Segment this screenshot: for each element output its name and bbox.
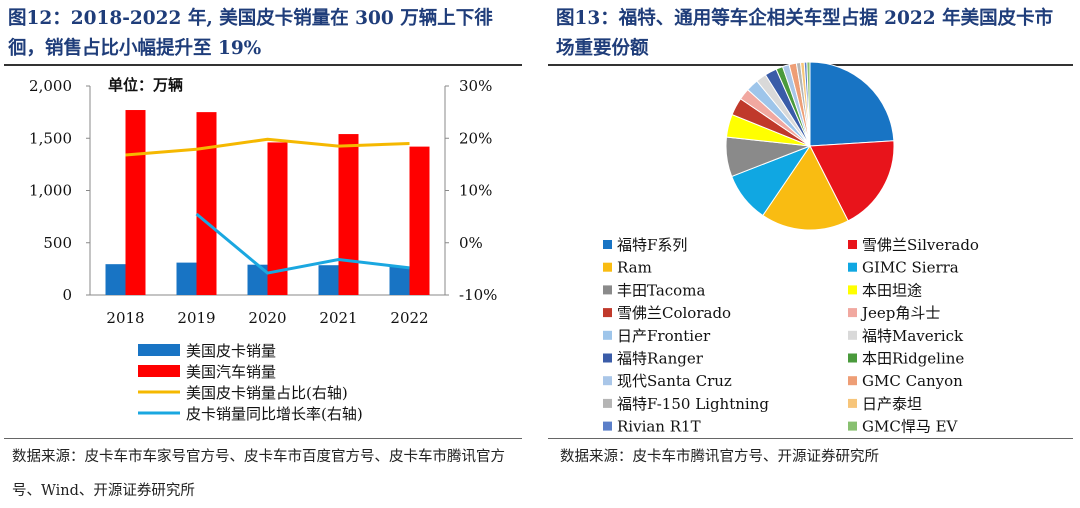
pie-legend-swatch — [848, 398, 857, 408]
figure-12-source: 数据来源：皮卡车市车家号官方号、皮卡车市百度官方号、皮卡车市腾讯官方号、Wind… — [12, 449, 505, 499]
pie-legend-label: 日产Frontier — [617, 327, 711, 345]
bar-auto-sales — [338, 134, 359, 295]
left-y-tick-label: 1,000 — [29, 182, 72, 200]
bar-auto-sales — [409, 146, 430, 295]
legend-swatch — [138, 365, 180, 377]
x-tick-label: 2020 — [248, 309, 286, 327]
legend-label: 皮卡销量同比增长率(右轴) — [186, 405, 363, 423]
pie-legend-swatch — [848, 308, 857, 318]
right-y-tick-label: 30% — [459, 77, 492, 95]
figure-13-bottom-rule — [548, 438, 1073, 439]
pickup-sales-combo-chart: 0 500 1,000 1,500 2,000 -10% 0% 10% 20% 30% 2018 20… — [29, 76, 497, 423]
bar-auto-sales — [196, 112, 217, 295]
pie-legend-label: 日产泰坦 — [862, 395, 922, 413]
legend-swatch — [138, 344, 180, 356]
right-y-tick-label: -10% — [459, 286, 497, 304]
pie-legend-label: 雪佛兰Silverado — [862, 236, 979, 254]
line-pickup-yoy — [195, 212, 410, 275]
bar-pickup-sales — [176, 262, 197, 295]
pie-legend-label: 福特Maverick — [862, 327, 964, 345]
legend-label: 美国皮卡销量 — [186, 342, 276, 360]
pickup-share-pie-chart: 福特F系列 雪佛兰Silverado Ram GIMC Sierra 丰田Tacoma 本… — [603, 61, 979, 436]
pie-legend-swatch — [848, 353, 857, 363]
x-tick-label: 2021 — [319, 309, 357, 327]
pie-legend-swatch — [848, 240, 857, 249]
line-pickup-share — [125, 137, 410, 157]
legend-label: 美国皮卡销量占比(右轴) — [186, 384, 348, 402]
figure-13-title: 图13：福特、通用等车企相关车型占据 2022 年美国皮卡市场重要份额 — [556, 8, 1054, 59]
left-y-tick-label: 500 — [43, 234, 72, 252]
bar-pickup-sales — [389, 266, 410, 295]
pie-slice — [809, 140, 895, 222]
pie-legend-swatch — [848, 262, 857, 272]
pie-legend-swatch — [603, 353, 612, 363]
pie-legend-swatch — [603, 330, 612, 340]
pie-legend-label: GMC Canyon — [862, 372, 963, 390]
figure-12-bottom-rule — [4, 438, 522, 439]
pie-legend-swatch — [603, 421, 612, 431]
pie-legend-label: 本田坦途 — [862, 281, 922, 299]
bar-auto-sales — [125, 110, 146, 295]
bar-pickup-sales — [318, 265, 339, 295]
bar-auto-sales — [267, 142, 288, 295]
pie-slice — [806, 61, 811, 147]
pie-legend-swatch — [848, 421, 857, 431]
pie-legend-swatch — [603, 398, 612, 408]
pie-legend-label: GMC悍马 EV — [862, 418, 959, 436]
pie-legend-label: 丰田Tacoma — [617, 281, 705, 299]
x-tick-label: 2022 — [390, 309, 428, 327]
unit-label: 单位：万辆 — [108, 76, 183, 94]
figure-12-title: 图12：2018-2022 年, 美国皮卡销量在 300 万辆上下徘徊，销售占比… — [8, 8, 493, 59]
pie-legend-swatch — [603, 376, 612, 386]
pie-legend-swatch — [603, 308, 612, 318]
pie-legend-label: 福特F-150 Lightning — [617, 395, 769, 413]
bar-pickup-sales — [247, 264, 268, 295]
pie-legend-label: 雪佛兰Colorado — [617, 304, 731, 322]
right-y-tick-label: 20% — [459, 129, 492, 147]
right-y-tick-label: 10% — [459, 182, 492, 200]
bar-pickup-sales — [105, 264, 126, 295]
pie-legend-swatch — [603, 262, 612, 272]
pie-legend-swatch — [603, 240, 612, 249]
x-tick-label: 2019 — [177, 309, 215, 327]
pie-legend-label: Jeep角斗士 — [860, 304, 940, 322]
right-y-tick-label: 0% — [459, 234, 483, 252]
pie-legend-label: GIMC Sierra — [862, 259, 959, 277]
left-y-tick-label: 2,000 — [29, 77, 72, 95]
legend-label: 美国汽车销量 — [186, 363, 276, 381]
pie-slice — [762, 145, 849, 231]
pie-legend-label: 福特F系列 — [617, 236, 687, 254]
pie-legend-label: 福特Ranger — [617, 350, 704, 368]
pie-legend-swatch — [848, 285, 857, 295]
x-tick-label: 2018 — [106, 309, 144, 327]
figure-13-source: 数据来源：皮卡车市腾讯官方号、开源证券研究所 — [560, 449, 879, 465]
figure-13-panel: 图13：福特、通用等车企相关车型占据 2022 年美国皮卡市场重要份额 福特F系… — [548, 0, 1080, 508]
left-y-tick-label: 1,500 — [29, 129, 72, 147]
pie-legend-label: 现代Santa Cruz — [617, 372, 732, 390]
pie-slice — [809, 61, 895, 147]
figure-12-panel: 图12：2018-2022 年, 美国皮卡销量在 300 万辆上下徘徊，销售占比… — [0, 0, 530, 508]
pie-legend-swatch — [848, 330, 857, 340]
pie-legend-swatch — [848, 376, 857, 386]
figure-12-top-rule — [4, 64, 522, 66]
pie-legend-label: Rivian R1T — [617, 418, 701, 436]
pie-legend-label: Ram — [617, 259, 652, 277]
left-y-tick-label: 0 — [62, 286, 72, 304]
pie-legend-label: 本田Ridgeline — [862, 350, 964, 368]
pie-legend-swatch — [603, 285, 612, 295]
